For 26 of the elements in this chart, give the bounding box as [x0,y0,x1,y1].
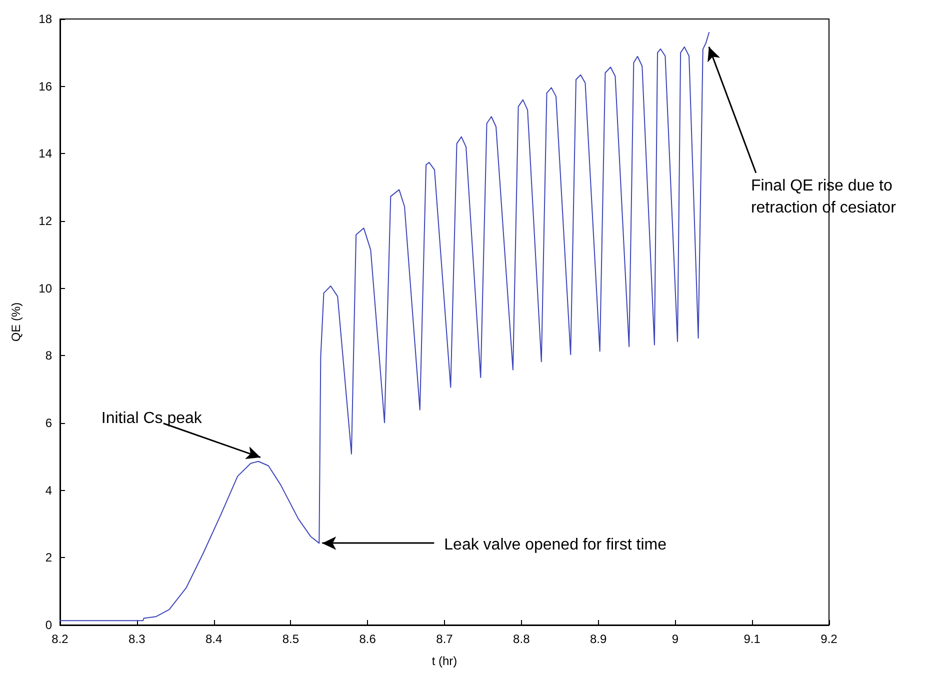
line-series [60,32,710,622]
x-axis-title: t (hr) [432,654,458,668]
y-tick-label: 2 [45,550,52,565]
y-tick-label: 0 [45,618,52,632]
y-tick-label: 6 [45,416,52,430]
x-tick-label: 8.3 [128,632,146,646]
x-tick-label: 8.5 [282,632,300,646]
y-tick-label: 12 [38,214,52,228]
y-tick-label: 8 [45,348,52,363]
x-tick-label: 8.4 [205,632,222,646]
x-tick-label: 9.2 [820,632,838,646]
x-tick-label: 8.2 [52,632,69,646]
x-tick-label: 8.9 [590,632,607,646]
y-tick-label: 18 [38,12,52,26]
x-tick-label: 8.8 [513,632,530,646]
y-tick-label: 16 [38,79,52,94]
y-tick-label: 14 [38,146,52,161]
y-axis-title: QE (%) [9,302,23,342]
annotation: Initial Cs peak [101,410,203,427]
annotation: Leak valve opened for first time [444,536,667,554]
y-tick-label: 4 [45,483,52,498]
x-tick-label: 8.7 [436,632,454,646]
x-tick-label: 8.6 [359,632,376,646]
x-tick-label: 9.1 [744,632,761,646]
y-tick-label: 10 [38,281,52,296]
x-tick-label: 9 [672,632,679,646]
